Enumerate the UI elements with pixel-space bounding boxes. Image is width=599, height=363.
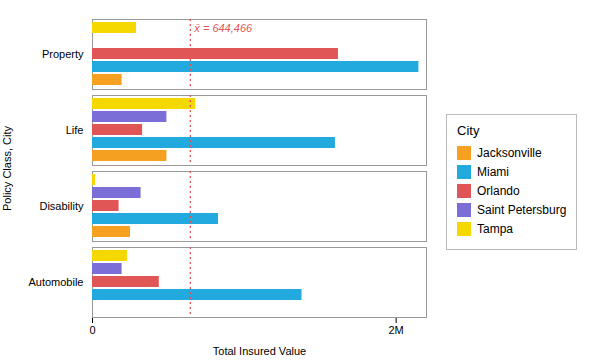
svg-text:Total Insured Value: Total Insured Value (213, 344, 306, 356)
svg-text:Property: Property (42, 48, 84, 60)
svg-text:0: 0 (89, 324, 95, 336)
svg-text:Automobile: Automobile (28, 276, 83, 288)
html-text:Miami: Miami (477, 164, 509, 179)
svg-text:Life: Life (66, 124, 84, 136)
html-text:Tampa: Tampa (477, 221, 513, 236)
svg-text:Disability: Disability (39, 200, 84, 212)
html-text:City: City (457, 122, 480, 138)
html-text:Orlando: Orlando (477, 183, 520, 198)
svg-text:x̄ = 644,466: x̄ = 644,466 (193, 21, 253, 33)
svg-text:Policy Class, City: Policy Class, City (1, 125, 13, 210)
html-text:Jacksonville: Jacksonville (477, 145, 542, 160)
html-text:Saint Petersburg: Saint Petersburg (477, 202, 567, 217)
svg-text:2M: 2M (388, 324, 403, 336)
